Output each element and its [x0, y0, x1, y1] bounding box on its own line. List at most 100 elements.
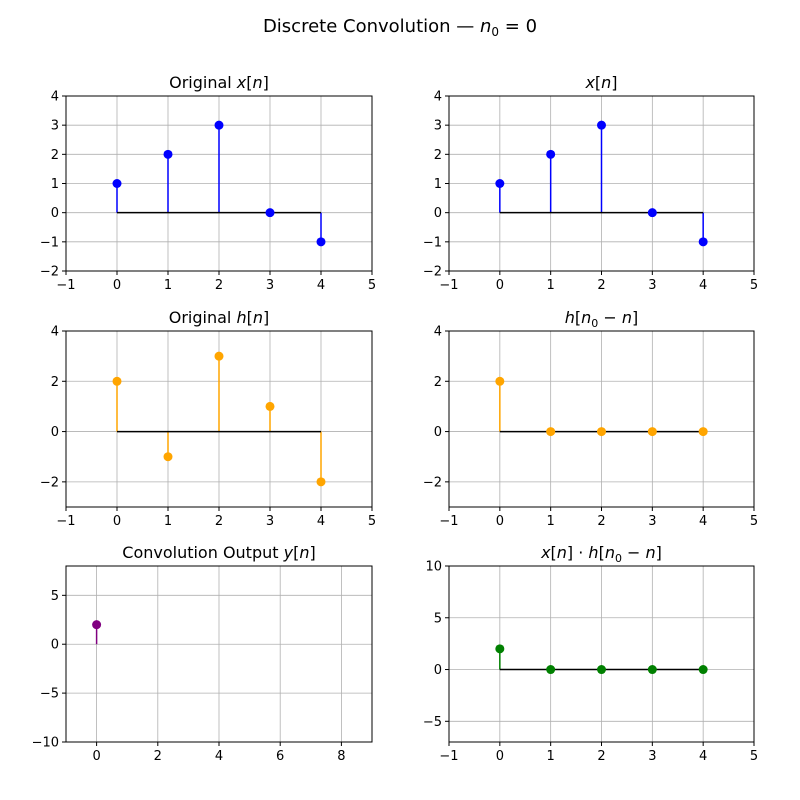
x-tick-label: 3	[266, 514, 274, 529]
chart-title: Convolution Output y[n]	[122, 543, 315, 562]
chart-title: x[n]	[584, 73, 617, 92]
chart-title: Original x[n]	[169, 73, 269, 92]
stem-marker	[647, 665, 657, 675]
y-tick-label: 2	[51, 375, 59, 390]
y-tick-label: 0	[434, 663, 442, 678]
x-tick-label: 1	[547, 278, 555, 293]
y-tick-label: 5	[434, 611, 442, 626]
x-tick-label: 4	[317, 278, 325, 293]
stem-marker	[112, 179, 122, 188]
y-tick-label: 4	[434, 325, 442, 340]
y-tick-label: −5	[423, 715, 442, 730]
y-tick-label: 3	[434, 119, 442, 134]
chart-panel-4: −1 0 1 2 3 4 5 −2 0 2 4 h[n0 − n]	[423, 308, 758, 529]
x-tick-label: −1	[56, 278, 75, 293]
x-tick-label: 0	[496, 749, 504, 764]
y-tick-label: −2	[423, 265, 442, 280]
x-tick-label: 6	[276, 749, 284, 764]
x-tick-label: 4	[699, 749, 707, 764]
axes-frame	[448, 565, 755, 743]
stem-marker	[265, 208, 275, 218]
y-tick-label: 0	[434, 425, 442, 440]
chart-panel-3: −1 0 1 2 3 4 5 −2 0 2 4 Original h[n]	[40, 308, 376, 529]
x-tick-label: 5	[750, 749, 758, 764]
y-tick-label: 0	[51, 425, 59, 440]
y-tick-label: 2	[434, 148, 442, 163]
x-tick-label: 0	[113, 514, 121, 529]
x-tick-label: 4	[215, 749, 223, 764]
x-tick-label: 2	[597, 514, 605, 529]
x-tick-label: 3	[648, 749, 656, 764]
x-tick-label: −1	[439, 514, 458, 529]
axes-frame	[65, 330, 373, 508]
stem-marker	[597, 427, 606, 437]
x-tick-label: 0	[496, 278, 504, 293]
stem-marker	[163, 149, 173, 159]
chart-panel-6: −1 0 1 2 3 4 5 −5 0 5 10 x[n] · h[n0 − n]	[423, 543, 758, 764]
x-tick-label: 8	[337, 749, 345, 764]
stem-marker	[495, 376, 505, 386]
stem-marker	[92, 620, 102, 630]
y-tick-label: 2	[51, 148, 59, 163]
axes-frame	[65, 565, 373, 743]
x-tick-label: 2	[215, 278, 223, 293]
stem-marker	[112, 376, 122, 386]
chart-title: Original h[n]	[169, 308, 269, 327]
x-tick-label: 3	[648, 278, 656, 293]
x-tick-label: 1	[547, 749, 555, 764]
x-tick-label: 3	[648, 514, 656, 529]
x-tick-label: −1	[439, 278, 458, 293]
y-tick-label: 0	[434, 206, 442, 221]
y-tick-label: −1	[40, 235, 59, 250]
x-tick-label: 5	[368, 278, 376, 293]
stem-marker	[647, 427, 657, 437]
x-tick-label: 4	[699, 278, 707, 293]
y-tick-label: 4	[51, 90, 59, 105]
y-tick-label: 4	[51, 325, 59, 340]
y-tick-label: 4	[434, 90, 442, 105]
y-tick-label: −2	[40, 265, 59, 280]
stem-marker	[698, 237, 708, 247]
x-tick-label: 1	[164, 278, 172, 293]
stem-marker	[495, 644, 505, 654]
stem-marker	[597, 120, 606, 130]
y-tick-label: −5	[40, 687, 59, 702]
x-tick-label: 4	[699, 514, 707, 529]
axes-frame	[448, 330, 755, 508]
x-tick-label: 5	[368, 514, 376, 529]
stem-marker	[546, 149, 556, 159]
stem-marker	[698, 427, 708, 437]
stem-marker	[647, 208, 657, 218]
y-tick-label: −10	[32, 736, 59, 751]
x-tick-label: 2	[597, 749, 605, 764]
stem-marker	[214, 120, 224, 130]
x-tick-label: 2	[597, 278, 605, 293]
stem-marker	[495, 179, 505, 188]
stem-marker	[316, 477, 326, 487]
stem-marker	[214, 351, 224, 361]
stem-marker	[698, 665, 708, 675]
x-tick-label: 2	[154, 749, 162, 764]
x-tick-label: −1	[439, 749, 458, 764]
chart-panel-5: 0 2 4 6 8 −10 −5 0 5 Convolution Output y[n]	[32, 543, 373, 764]
y-tick-label: 1	[434, 177, 442, 192]
y-tick-label: −2	[423, 475, 442, 490]
figure-title: Discrete Convolution — n0 = 0	[263, 16, 537, 39]
stem-marker	[316, 237, 326, 247]
y-tick-label: 3	[51, 119, 59, 134]
stem-marker	[597, 665, 606, 675]
x-tick-label: 0	[496, 514, 504, 529]
x-tick-label: 0	[113, 278, 121, 293]
x-tick-label: 2	[215, 514, 223, 529]
stem-marker	[163, 452, 173, 462]
axes-frame	[65, 95, 373, 272]
x-tick-label: 5	[750, 514, 758, 529]
x-tick-label: 5	[750, 278, 758, 293]
stem-marker	[546, 427, 556, 437]
y-tick-label: 0	[51, 206, 59, 221]
y-tick-label: −2	[40, 475, 59, 490]
y-tick-label: 1	[51, 177, 59, 192]
